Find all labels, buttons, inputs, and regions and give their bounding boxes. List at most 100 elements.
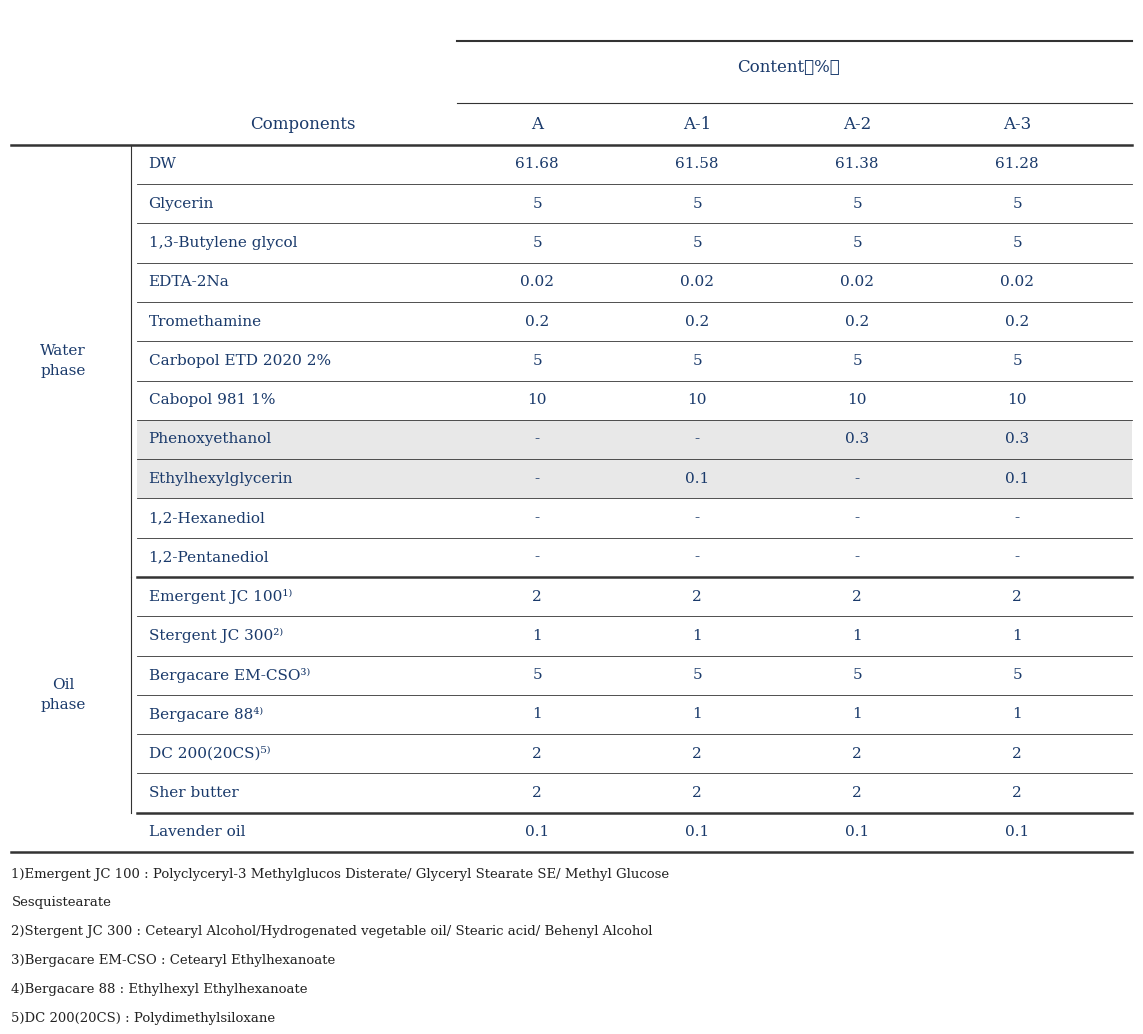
Text: 61.58: 61.58 [676, 157, 719, 172]
Text: 0.2: 0.2 [845, 314, 870, 329]
Text: 0.2: 0.2 [685, 314, 710, 329]
Text: 2: 2 [853, 786, 862, 800]
Text: 5: 5 [693, 668, 702, 682]
Text: Components: Components [250, 116, 355, 132]
Text: 0.3: 0.3 [845, 432, 870, 447]
Text: Cabopol 981 1%: Cabopol 981 1% [149, 393, 275, 407]
Text: 3)Bergacare EM-CSO : Cetearyl Ethylhexanoate: 3)Bergacare EM-CSO : Cetearyl Ethylhexan… [11, 954, 336, 968]
Text: 0.1: 0.1 [685, 472, 710, 486]
Text: 61.28: 61.28 [996, 157, 1039, 172]
Text: -: - [855, 511, 860, 525]
Text: 5: 5 [853, 354, 862, 368]
Text: 2: 2 [1013, 786, 1022, 800]
Text: A-3: A-3 [1004, 116, 1031, 132]
Text: 2: 2 [533, 589, 542, 604]
Text: 5: 5 [1013, 236, 1022, 250]
Text: 2: 2 [693, 786, 702, 800]
Text: 10: 10 [687, 393, 708, 407]
Text: Content（%）: Content（%） [737, 59, 840, 75]
Text: -: - [1015, 511, 1020, 525]
Text: 2: 2 [693, 589, 702, 604]
Text: Bergacare 88⁴⁾: Bergacare 88⁴⁾ [149, 707, 263, 722]
Text: -: - [535, 550, 539, 565]
Text: DW: DW [149, 157, 176, 172]
Text: 5: 5 [693, 236, 702, 250]
Text: 5: 5 [533, 354, 542, 368]
Text: 5: 5 [533, 236, 542, 250]
Text: 1: 1 [533, 629, 542, 643]
Text: Bergacare EM-CSO³⁾: Bergacare EM-CSO³⁾ [149, 668, 310, 682]
Text: 0.1: 0.1 [1005, 472, 1030, 486]
Text: 1)Emergent JC 100 : Polyclyceryl-3 Methylglucos Disterate/ Glyceryl Stearate SE/: 1)Emergent JC 100 : Polyclyceryl-3 Methy… [11, 868, 670, 881]
Text: 5: 5 [533, 196, 542, 211]
Text: -: - [1015, 550, 1020, 565]
Text: 5)DC 200(20CS) : Polydimethylsiloxane: 5)DC 200(20CS) : Polydimethylsiloxane [11, 1012, 275, 1026]
Text: 2: 2 [533, 786, 542, 800]
Text: 0.02: 0.02 [1000, 275, 1034, 290]
Text: 4)Bergacare 88 : Ethylhexyl Ethylhexanoate: 4)Bergacare 88 : Ethylhexyl Ethylhexanoa… [11, 983, 307, 997]
Text: -: - [695, 550, 700, 565]
Text: 1,2-Hexanediol: 1,2-Hexanediol [149, 511, 265, 525]
Text: 1: 1 [853, 629, 862, 643]
Text: Water
phase: Water phase [40, 344, 86, 377]
FancyBboxPatch shape [137, 420, 1132, 459]
Text: Sesquistearate: Sesquistearate [11, 896, 111, 910]
Text: 2: 2 [1013, 589, 1022, 604]
Text: -: - [535, 472, 539, 486]
Text: 1: 1 [1013, 707, 1022, 722]
Text: -: - [695, 511, 700, 525]
Text: 5: 5 [1013, 668, 1022, 682]
Text: 10: 10 [527, 393, 547, 407]
Text: 61.68: 61.68 [515, 157, 559, 172]
Text: Tromethamine: Tromethamine [149, 314, 262, 329]
Text: -: - [535, 432, 539, 447]
Text: Sher butter: Sher butter [149, 786, 239, 800]
Text: 5: 5 [693, 196, 702, 211]
Text: -: - [855, 472, 860, 486]
Text: 61.38: 61.38 [836, 157, 879, 172]
Text: 2)Stergent JC 300 : Cetearyl Alcohol/Hydrogenated vegetable oil/ Stearic acid/ B: 2)Stergent JC 300 : Cetearyl Alcohol/Hyd… [11, 925, 653, 939]
Text: A: A [531, 116, 543, 132]
Text: 5: 5 [1013, 354, 1022, 368]
Text: 0.3: 0.3 [1005, 432, 1030, 447]
Text: 1: 1 [853, 707, 862, 722]
Text: 1,2-Pentanediol: 1,2-Pentanediol [149, 550, 270, 565]
Text: 0.1: 0.1 [525, 825, 550, 840]
Text: A-2: A-2 [844, 116, 871, 132]
Text: Emergent JC 100¹⁾: Emergent JC 100¹⁾ [149, 589, 291, 604]
Text: 0.1: 0.1 [845, 825, 870, 840]
Text: Oil
phase: Oil phase [40, 678, 86, 711]
Text: 0.1: 0.1 [685, 825, 710, 840]
Text: 1: 1 [533, 707, 542, 722]
Text: -: - [535, 511, 539, 525]
Text: Phenoxyethanol: Phenoxyethanol [149, 432, 272, 447]
Text: Lavender oil: Lavender oil [149, 825, 245, 840]
Text: 10: 10 [847, 393, 868, 407]
Text: 5: 5 [853, 236, 862, 250]
Text: 5: 5 [853, 196, 862, 211]
Text: 5: 5 [533, 668, 542, 682]
Text: A-1: A-1 [684, 116, 711, 132]
Text: 1: 1 [1013, 629, 1022, 643]
Text: 2: 2 [693, 747, 702, 761]
Text: 5: 5 [853, 668, 862, 682]
Text: 1: 1 [693, 629, 702, 643]
Text: 5: 5 [1013, 196, 1022, 211]
Text: 0.2: 0.2 [1005, 314, 1030, 329]
Text: Stergent JC 300²⁾: Stergent JC 300²⁾ [149, 629, 282, 643]
Text: 0.02: 0.02 [680, 275, 714, 290]
Text: 5: 5 [693, 354, 702, 368]
Text: Ethylhexylglycerin: Ethylhexylglycerin [149, 472, 293, 486]
Text: 0.1: 0.1 [1005, 825, 1030, 840]
Text: 0.02: 0.02 [520, 275, 554, 290]
FancyBboxPatch shape [137, 459, 1132, 498]
Text: 2: 2 [853, 589, 862, 604]
Text: -: - [855, 550, 860, 565]
Text: 0.2: 0.2 [525, 314, 550, 329]
Text: 2: 2 [533, 747, 542, 761]
Text: Glycerin: Glycerin [149, 196, 214, 211]
Text: EDTA-2Na: EDTA-2Na [149, 275, 230, 290]
Text: -: - [695, 432, 700, 447]
Text: 2: 2 [853, 747, 862, 761]
Text: 1: 1 [693, 707, 702, 722]
